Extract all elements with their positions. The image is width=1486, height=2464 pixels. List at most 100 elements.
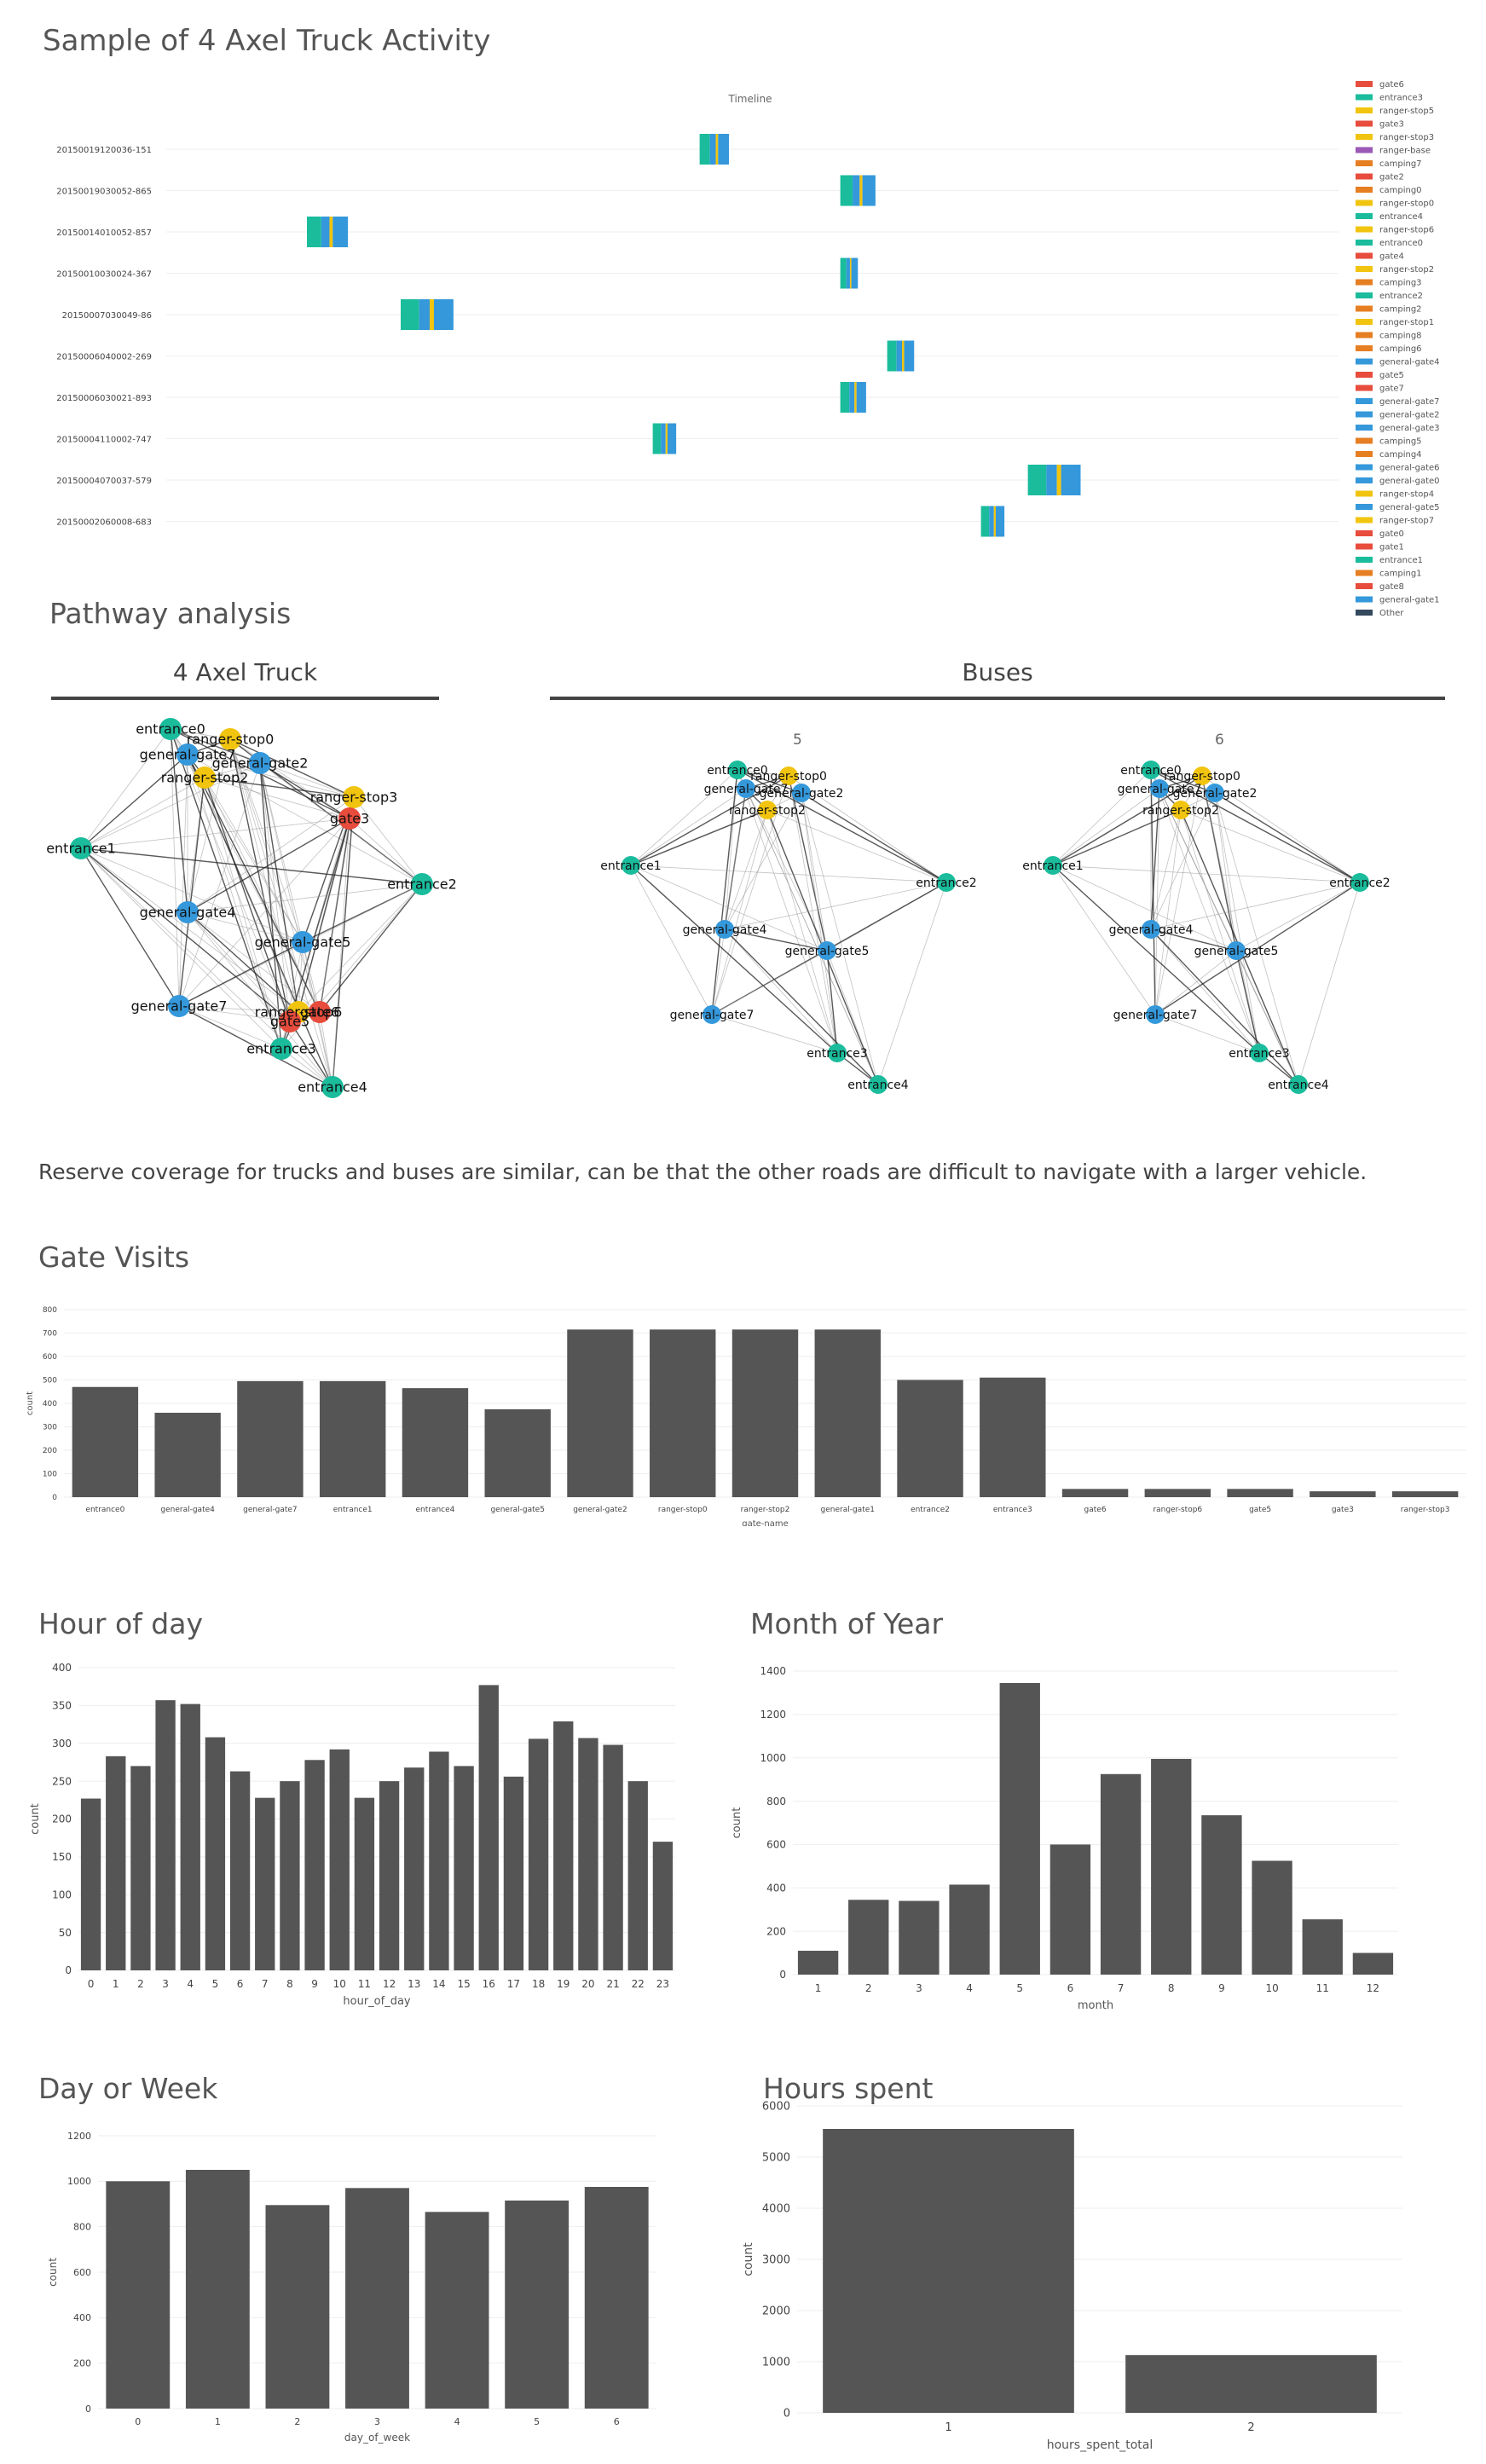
network-edge (1201, 775, 1260, 1054)
x-tick-label: entrance2 (911, 1506, 950, 1514)
network-edge (1150, 769, 1260, 1054)
x-tick-label: 5 (1016, 1982, 1023, 1994)
network-edge (80, 818, 350, 849)
y-tick-label: 0 (779, 1969, 786, 1981)
legend-label: ranger-base (1379, 147, 1431, 156)
network-edge (187, 911, 304, 943)
hour-of-day-title: Hour of day (38, 1607, 203, 1640)
legend-swatch (1356, 372, 1373, 378)
legend-label: gate4 (1379, 252, 1404, 262)
network-node (249, 752, 271, 774)
y-tick-label: 1200 (67, 2131, 91, 2142)
timeline-segment (709, 134, 716, 165)
x-tick-label: gate3 (1332, 1506, 1354, 1514)
network-edge (630, 865, 838, 1054)
timeline-segment (433, 299, 454, 330)
timeline-segment (329, 217, 333, 247)
network-edge (204, 777, 304, 943)
truck-subtitle: 4 Axel Truck (172, 658, 318, 686)
y-tick-label: 6000 (762, 2101, 790, 2114)
legend-label: camping5 (1379, 437, 1422, 447)
network-node-label: entrance2 (916, 876, 976, 890)
timeline-row-label: 20150004110002-747 (56, 436, 152, 445)
network-edge (737, 769, 838, 1054)
legend-swatch (1356, 319, 1373, 325)
network-edge (259, 762, 282, 1050)
network-node-label: ranger-stop0 (1164, 770, 1240, 784)
timeline-row-label: 20150006040002-269 (56, 353, 152, 362)
network-edge (1150, 882, 1361, 930)
y-tick-label: 0 (783, 2408, 790, 2421)
x-tick-label: 12 (1367, 1982, 1379, 1994)
network-edge (877, 882, 947, 1085)
network-node-label: ranger-stop0 (187, 732, 275, 748)
network-edge (178, 762, 261, 1007)
x-tick-label: general-gate2 (573, 1506, 627, 1514)
legend-label: general-gate7 (1379, 397, 1440, 407)
y-tick-label: 200 (52, 1813, 72, 1825)
day-of-week-chart: 0 200 400 600 800 1000 1200 0 1 2 3 4 5 6 day_of_week c… (47, 2131, 656, 2444)
legend-swatch (1356, 160, 1373, 166)
network-edge (801, 792, 838, 1054)
network-edge (178, 1005, 282, 1050)
bar (425, 2212, 489, 2409)
network-node (321, 1076, 344, 1098)
legend-swatch (1356, 134, 1373, 140)
hours-spent-chart: 0 1000 2000 3000 4000 5000 6000 1 2 hours_spent_t… (742, 2101, 1402, 2452)
network-edge (229, 738, 333, 1088)
legend-swatch (1356, 583, 1373, 589)
page-title: Sample of 4 Axel Truck Activity (43, 24, 491, 58)
bar (106, 1755, 126, 1970)
y-tick-label: 800 (73, 2222, 91, 2233)
coverage-note: Reserve coverage for trucks and buses ar… (38, 1160, 1367, 1184)
network-edge (80, 847, 423, 885)
network-edge (1214, 792, 1237, 951)
timeline-segment (332, 217, 349, 247)
network-node (1150, 779, 1169, 798)
network-edge (1052, 865, 1260, 1054)
network-node (292, 931, 314, 953)
legend-label: ranger-stop4 (1379, 490, 1434, 500)
legend-swatch (1356, 240, 1373, 246)
x-tick-label: general-gate5 (490, 1506, 544, 1514)
network-edge (745, 788, 879, 1085)
legend-label: ranger-stop3 (1379, 133, 1434, 142)
network-edge (1154, 882, 1361, 1015)
timeline-segment (1061, 465, 1081, 495)
network-edge (187, 818, 350, 913)
legend-swatch (1356, 610, 1373, 616)
network-edge (332, 796, 355, 1088)
bar (255, 1797, 275, 1970)
x-tick-label: 0 (135, 2416, 141, 2427)
y-tick-label: 300 (43, 1424, 57, 1432)
x-tick-label: gate6 (1084, 1506, 1107, 1514)
network-edge (1180, 809, 1260, 1054)
network-edge (259, 762, 291, 1022)
network-edge (80, 728, 171, 849)
timeline-segment (846, 257, 850, 289)
network-edge (1214, 792, 1361, 883)
timeline-segment (902, 340, 905, 372)
legend-label: ranger-stop0 (1379, 200, 1434, 209)
network-edge (80, 762, 261, 849)
legend-label: general-gate0 (1379, 477, 1440, 486)
network-edge (1052, 865, 1361, 883)
y-tick-label: 200 (73, 2358, 91, 2369)
network-edge (1150, 928, 1260, 1054)
legend-label: ranger-stop7 (1379, 517, 1434, 526)
x-tick-label: gate5 (1249, 1506, 1271, 1514)
network-edge (1214, 792, 1260, 1054)
legend-swatch (1356, 451, 1373, 457)
x-tick-label: 8 (1168, 1982, 1175, 1994)
bar (1151, 1758, 1192, 1975)
network-edge (319, 1011, 333, 1088)
network-node-label: entrance1 (600, 859, 661, 873)
y-tick-label: 600 (73, 2267, 91, 2278)
network-edge (630, 788, 747, 866)
bus5-network-graph: entrance0ranger-stop0general-gate7genera… (600, 761, 977, 1094)
network-edge (1150, 809, 1182, 930)
x-tick-label: 6 (614, 2416, 620, 2427)
network-edge (630, 865, 828, 951)
bar (1310, 1491, 1376, 1497)
